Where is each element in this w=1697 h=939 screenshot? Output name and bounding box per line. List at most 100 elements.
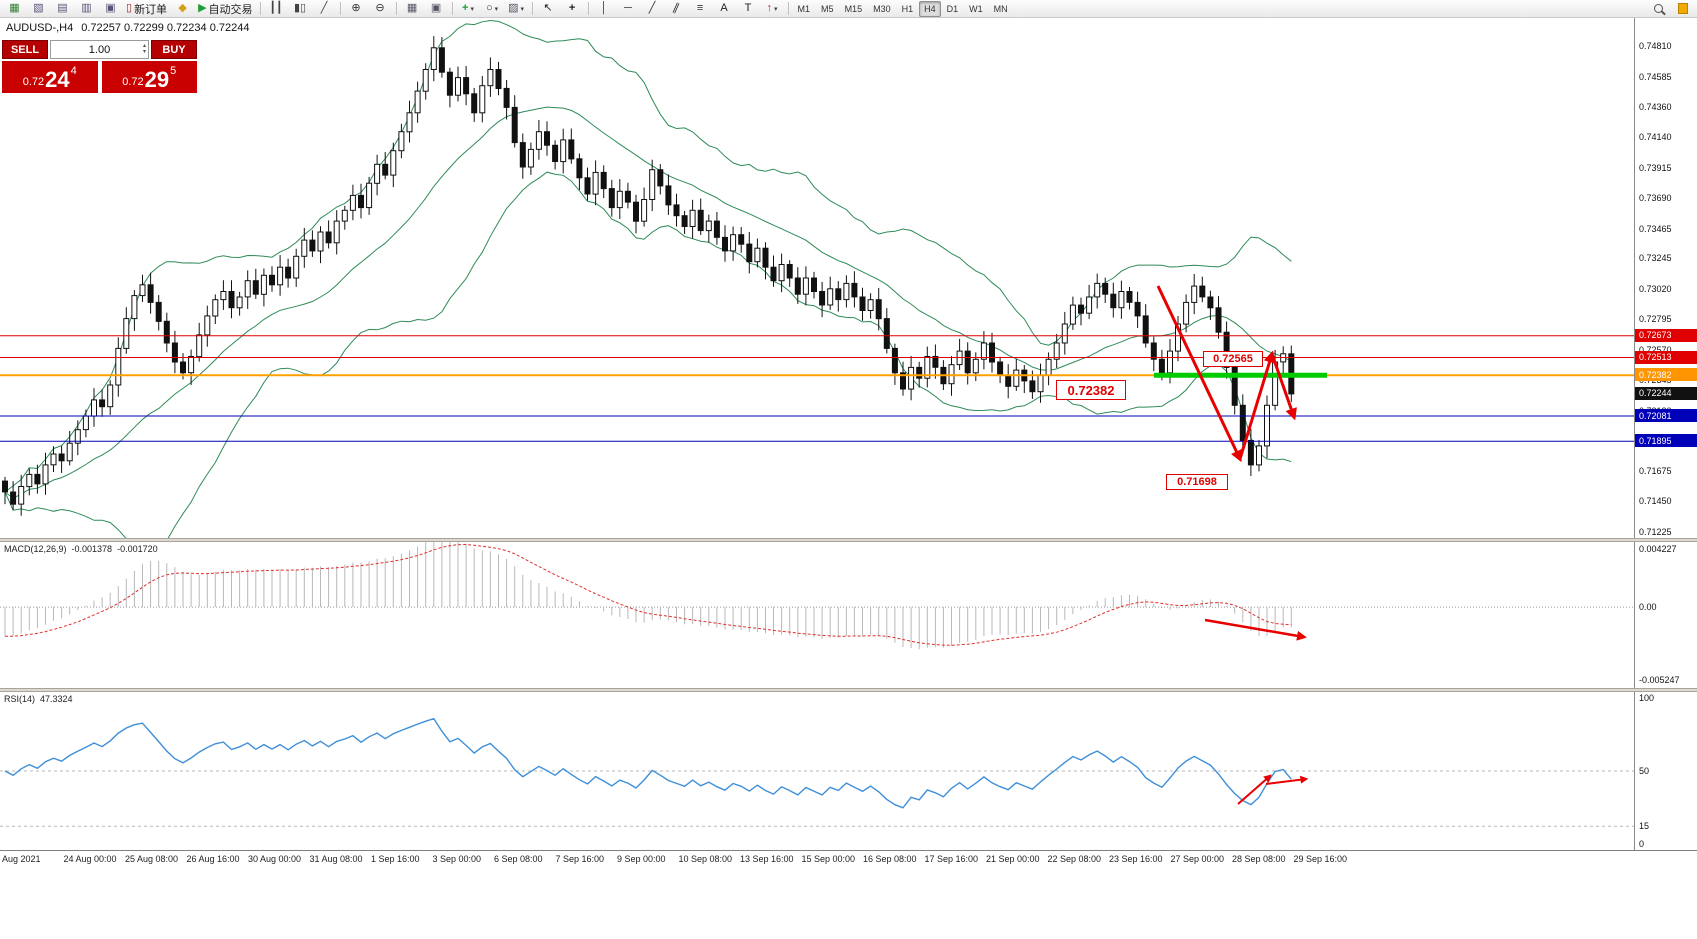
tile-windows-button[interactable]: ▦ xyxy=(401,0,424,18)
fibonacci-button[interactable]: ≡ xyxy=(689,0,712,18)
channel-button[interactable]: ∥ xyxy=(665,0,688,18)
time-axis-label: 24 Aug 00:00 xyxy=(63,854,117,864)
price-tick-label: 0.71225 xyxy=(1639,526,1672,537)
buy-price-small: 0.72 xyxy=(122,76,144,88)
macd-name-label: MACD(12,26,9) xyxy=(4,544,67,554)
price-annotation-label[interactable]: 0.72382 xyxy=(1056,380,1126,400)
toolbar-separator xyxy=(339,2,341,15)
terminal-button[interactable]: ▣ xyxy=(99,0,122,18)
cursor-button-icon: ↖ xyxy=(543,2,553,14)
autotrading-button[interactable]: ▶ 自动交易 xyxy=(195,0,255,18)
search-button[interactable] xyxy=(1647,0,1670,18)
chart-shift-icon[interactable] xyxy=(1671,0,1694,18)
bar-chart-button[interactable]: ┃┃ xyxy=(265,0,288,18)
time-axis-label: 29 Sep 16:00 xyxy=(1293,854,1348,864)
price-annotation-label[interactable]: 0.72565 xyxy=(1203,351,1263,367)
market-watch-button[interactable]: ▤ xyxy=(51,0,74,18)
spinner-down-icon[interactable]: ▾ xyxy=(142,49,146,56)
spinner-up-icon[interactable]: ▴ xyxy=(142,43,146,49)
zoom-in-button[interactable]: ⊕ xyxy=(345,0,368,18)
vertical-line-button-icon: │ xyxy=(600,2,608,14)
search-icon xyxy=(1654,4,1663,13)
profiles-button[interactable]: ▧ xyxy=(27,0,50,18)
timeframe-m5-button[interactable]: M5 xyxy=(821,3,834,14)
trendline-button[interactable]: ╱ xyxy=(641,0,664,18)
price-tick-label: 0.73465 xyxy=(1639,223,1672,234)
pane-separator[interactable] xyxy=(0,538,1697,542)
periods-button[interactable]: ○ ▾ xyxy=(481,0,504,18)
metaeditor-button[interactable]: ◆ xyxy=(171,0,194,18)
new-chart-button[interactable]: ▦ xyxy=(3,0,26,18)
timeframe-m15-button[interactable]: M15 xyxy=(844,3,863,14)
candlestick-chart-button[interactable]: ▮▯ xyxy=(289,0,312,18)
indicators-button-icon: + xyxy=(462,2,469,14)
crosshair-button[interactable]: + xyxy=(561,0,584,18)
price-axis-tag: 0.72382 xyxy=(1635,368,1697,382)
timeframe-h1-button[interactable]: H1 xyxy=(901,3,914,14)
buy-button[interactable]: BUY xyxy=(151,40,197,59)
time-axis-label: 1 Sep 16:00 xyxy=(371,854,420,864)
time-axis-label: 28 Sep 08:00 xyxy=(1232,854,1286,864)
line-chart-button[interactable]: ╱ xyxy=(313,0,336,18)
time-axis-label: 23 Sep 16:00 xyxy=(1109,854,1163,864)
rsi-axis-label: 0 xyxy=(1639,839,1645,849)
timeframe-m30-button[interactable]: M30 xyxy=(873,3,891,14)
indicators-button[interactable]: + ▾ xyxy=(457,0,480,18)
text-button[interactable]: A xyxy=(713,0,736,18)
templates-button[interactable]: ▨ ▾ xyxy=(505,0,528,18)
cascade-windows-button[interactable]: ▣ xyxy=(425,0,448,18)
time-axis-label: 3 Sep 00:00 xyxy=(432,854,482,864)
navigator-button[interactable]: ▥ xyxy=(75,0,98,18)
timeframe-mn-button[interactable]: MN xyxy=(993,3,1008,14)
zoom-out-button[interactable]: ⊖ xyxy=(369,0,392,18)
price-tick-label: 0.72795 xyxy=(1639,314,1672,325)
zoom-out-button-icon: ⊖ xyxy=(375,2,385,14)
pane-separator[interactable] xyxy=(0,688,1697,692)
horizontal-line-button[interactable]: ─ xyxy=(617,0,640,18)
vertical-line-button[interactable]: │ xyxy=(593,0,616,18)
new-order-button-icon: ▯ xyxy=(126,2,133,14)
chevron-down-icon: ▾ xyxy=(470,5,474,13)
ohlc-values: 0.72257 0.72299 0.72234 0.72244 xyxy=(81,22,250,34)
main-chart-canvas[interactable] xyxy=(0,18,1634,538)
price-tick-label: 0.74810 xyxy=(1639,41,1672,52)
price-annotation-label[interactable]: 0.71698 xyxy=(1166,474,1228,490)
toolbar-separator xyxy=(451,2,453,15)
autotrading-button-icon: ▶ xyxy=(198,2,207,14)
timeframe-d1-button[interactable]: D1 xyxy=(946,3,959,14)
one-click-trading-panel: SELL 1.00 ▴ ▾ BUY 0.72 24 4 0.72 xyxy=(2,40,197,93)
profiles-button-icon: ▧ xyxy=(33,2,44,14)
sell-price-small: 0.72 xyxy=(22,76,45,88)
rsi-name-label: RSI(14) xyxy=(4,694,36,704)
rsi-canvas[interactable] xyxy=(0,692,1634,850)
cursor-button[interactable]: ↖ xyxy=(537,0,560,18)
text-label-button[interactable]: T xyxy=(737,0,760,18)
timeframe-w1-button[interactable]: W1 xyxy=(969,3,983,14)
time-axis-label: 26 Aug 16:00 xyxy=(186,854,240,864)
price-tick-label: 0.73245 xyxy=(1639,253,1672,264)
timeframe-h4-button[interactable]: H4 xyxy=(919,0,941,17)
toolbar-separator xyxy=(395,2,397,15)
sell-button[interactable]: SELL xyxy=(2,40,48,59)
sell-price-display[interactable]: 0.72 24 4 xyxy=(2,61,98,93)
macd-axis[interactable]: 0.004227 0.00 -0.005247 xyxy=(1634,542,1697,688)
macd-canvas[interactable] xyxy=(0,542,1634,688)
arrows-button-icon: ↑ xyxy=(766,2,773,14)
volume-input[interactable]: 1.00 ▴ ▾ xyxy=(50,40,149,59)
timeframe-m1-button[interactable]: M1 xyxy=(797,3,811,14)
toolbar-separator xyxy=(531,2,533,15)
buy-price-display[interactable]: 0.72 29 5 xyxy=(101,61,197,93)
cascade-windows-button-icon: ▣ xyxy=(430,2,442,14)
time-axis-label: 21 Sep 00:00 xyxy=(986,854,1040,864)
macd-pane: 0.004227 0.00 -0.005247 MACD(12,26,9) -0.00… xyxy=(0,542,1697,688)
volume-spinner[interactable]: ▴ ▾ xyxy=(143,43,146,56)
arrows-button[interactable]: ↑ ▾ xyxy=(761,0,784,18)
time-axis[interactable]: Aug 2021 24 Aug 00:00 25 Aug 08:00 26 Aug 1… xyxy=(0,850,1697,868)
market-watch-button-icon: ▤ xyxy=(57,2,68,14)
price-axis[interactable]: 0.74810 0.74585 0.74360 0.74140 0.73915 0.736… xyxy=(1634,18,1697,538)
tile-windows-button-icon: ▦ xyxy=(406,2,418,14)
rsi-value: 47.3324 xyxy=(40,694,73,704)
rsi-axis[interactable]: 100 50 15 0 xyxy=(1634,692,1697,850)
toolbar-separator xyxy=(259,2,261,15)
new-order-button[interactable]: ▯ 新订单 xyxy=(123,0,170,18)
